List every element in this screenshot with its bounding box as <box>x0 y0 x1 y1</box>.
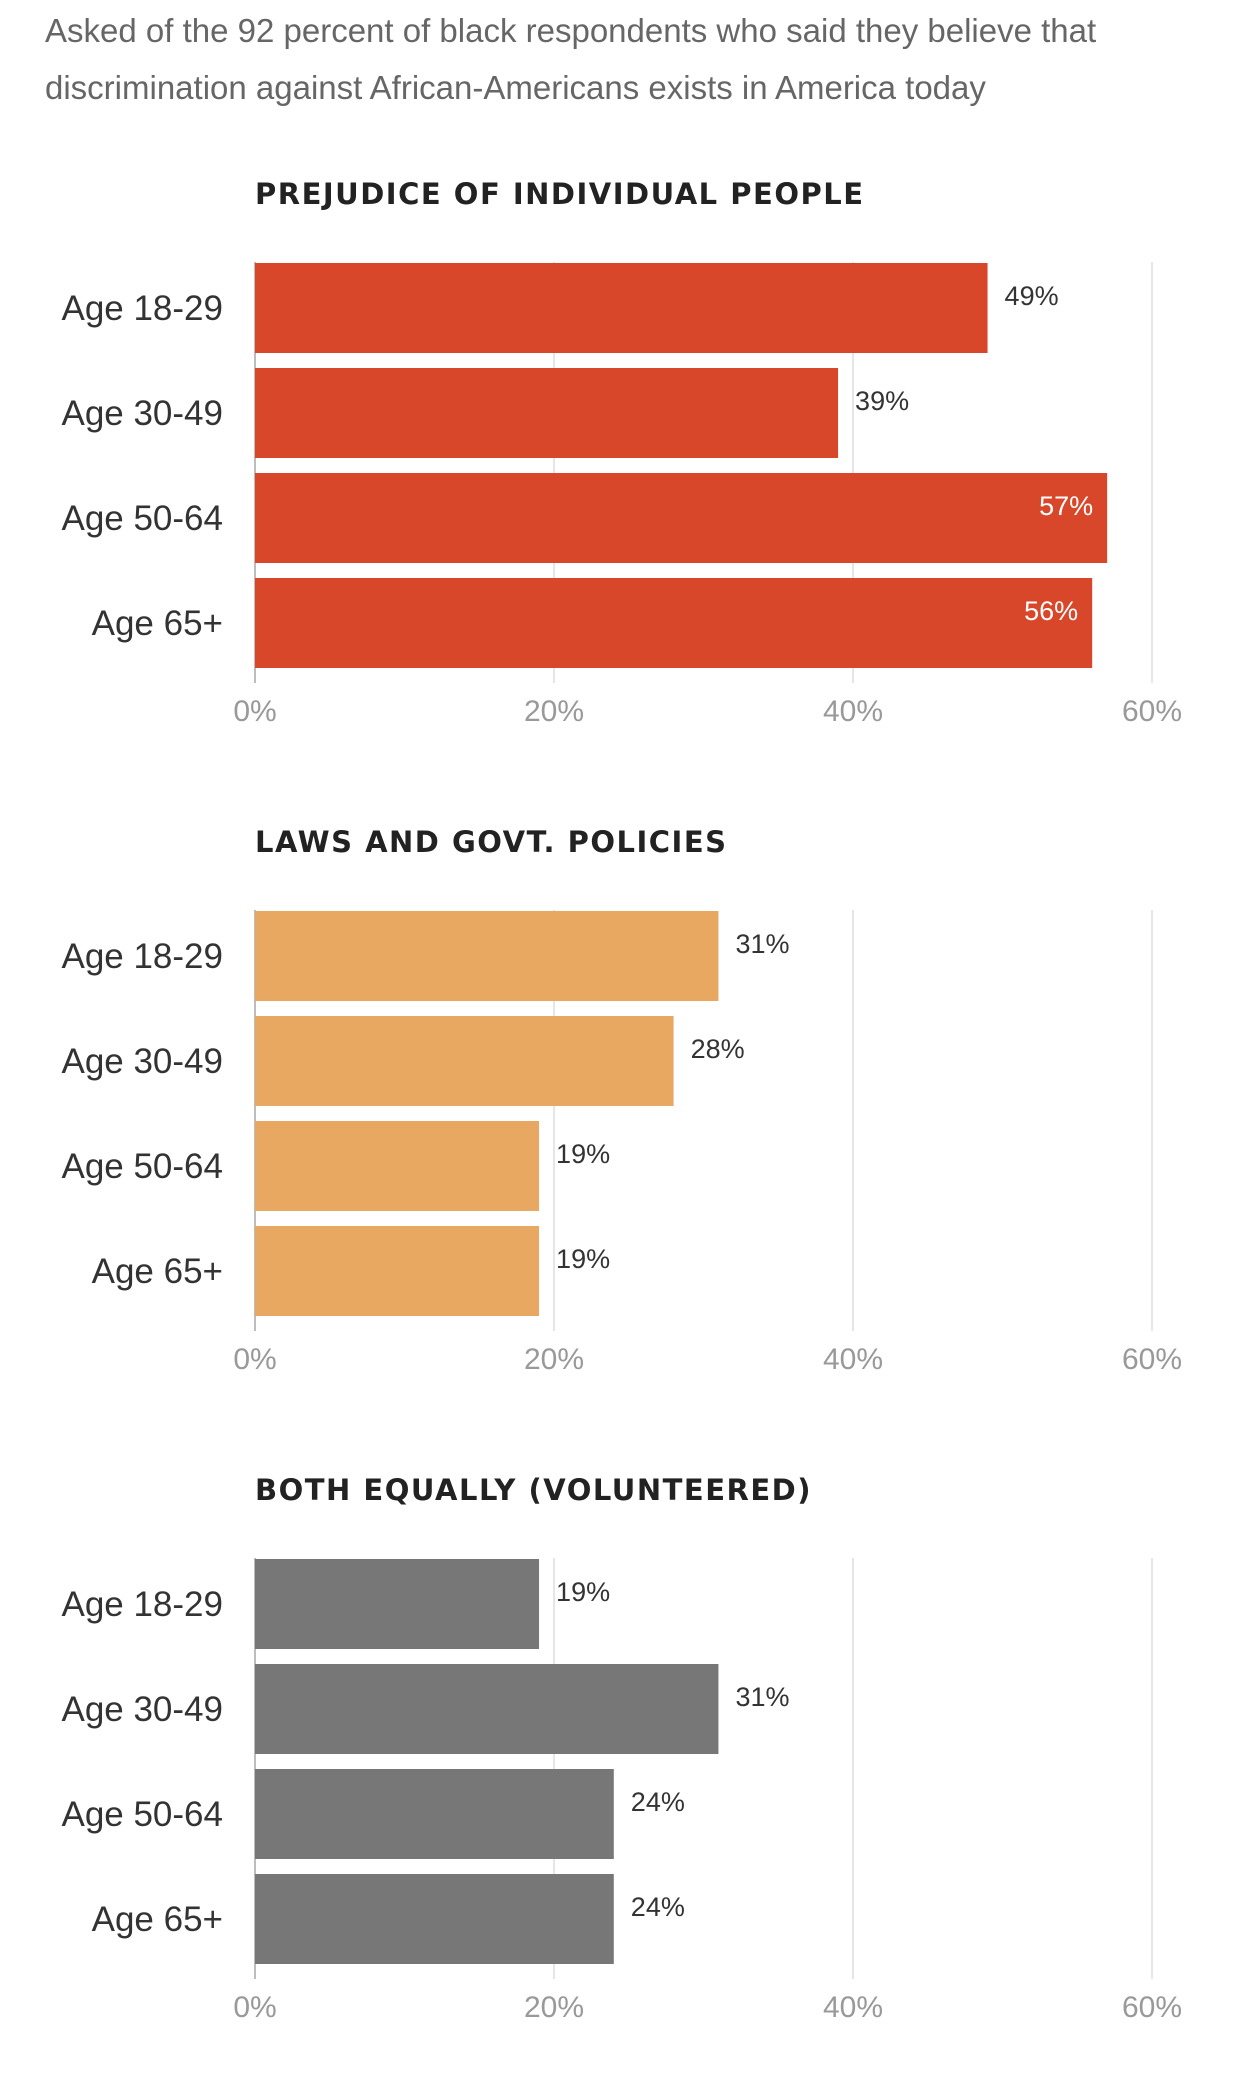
bar <box>255 1016 674 1106</box>
bar <box>255 1664 719 1754</box>
tick-label: 20% <box>524 1991 584 2024</box>
category-label: Age 18-29 <box>61 937 223 976</box>
bar <box>255 263 988 353</box>
data-label: 31% <box>735 929 789 959</box>
category-label: Age 65+ <box>92 1900 223 1939</box>
data-label: 19% <box>556 1244 610 1274</box>
data-label: 56% <box>1024 596 1078 626</box>
bar <box>255 473 1108 563</box>
tick-label: 0% <box>233 1343 276 1376</box>
chart-title: BOTH EQUALLY (VOLUNTEERED) <box>255 1473 812 1507</box>
tick-label: 20% <box>524 1343 584 1376</box>
tick-label: 20% <box>524 695 584 728</box>
data-label: 28% <box>691 1034 745 1064</box>
bar <box>255 1769 614 1859</box>
tick-label: 60% <box>1122 695 1182 728</box>
category-label: Age 18-29 <box>61 1585 223 1624</box>
data-label: 49% <box>1005 281 1059 311</box>
bar <box>255 1121 540 1211</box>
category-label: Age 65+ <box>92 1252 223 1291</box>
data-label: 39% <box>855 386 909 416</box>
tick-label: 0% <box>233 1991 276 2024</box>
category-label: Age 30-49 <box>61 394 223 433</box>
data-label: 57% <box>1039 491 1093 521</box>
category-label: Age 50-64 <box>61 1147 223 1186</box>
category-label: Age 18-29 <box>61 289 223 328</box>
chart-title: PREJUDICE OF INDIVIDUAL PEOPLE <box>255 177 865 211</box>
category-label: Age 50-64 <box>61 499 223 538</box>
data-label: 31% <box>735 1682 789 1712</box>
data-label: 24% <box>631 1787 685 1817</box>
bar <box>255 1874 614 1964</box>
bar <box>255 368 839 458</box>
tick-label: 40% <box>823 695 883 728</box>
category-label: Age 30-49 <box>61 1042 223 1081</box>
chart-title: LAWS AND GOVT. POLICIES <box>255 825 728 859</box>
data-label: 24% <box>631 1892 685 1922</box>
bar <box>255 1226 540 1316</box>
category-label: Age 65+ <box>92 604 223 643</box>
tick-label: 0% <box>233 695 276 728</box>
bar <box>255 1559 540 1649</box>
category-label: Age 50-64 <box>61 1795 223 1834</box>
category-label: Age 30-49 <box>61 1690 223 1729</box>
chart-subtitle: Asked of the 92 percent of black respond… <box>45 12 1097 106</box>
tick-label: 60% <box>1122 1343 1182 1376</box>
bar <box>255 578 1093 668</box>
data-label: 19% <box>556 1139 610 1169</box>
data-label: 19% <box>556 1577 610 1607</box>
tick-label: 60% <box>1122 1991 1182 2024</box>
tick-label: 40% <box>823 1343 883 1376</box>
tick-label: 40% <box>823 1991 883 2024</box>
bar <box>255 911 719 1001</box>
